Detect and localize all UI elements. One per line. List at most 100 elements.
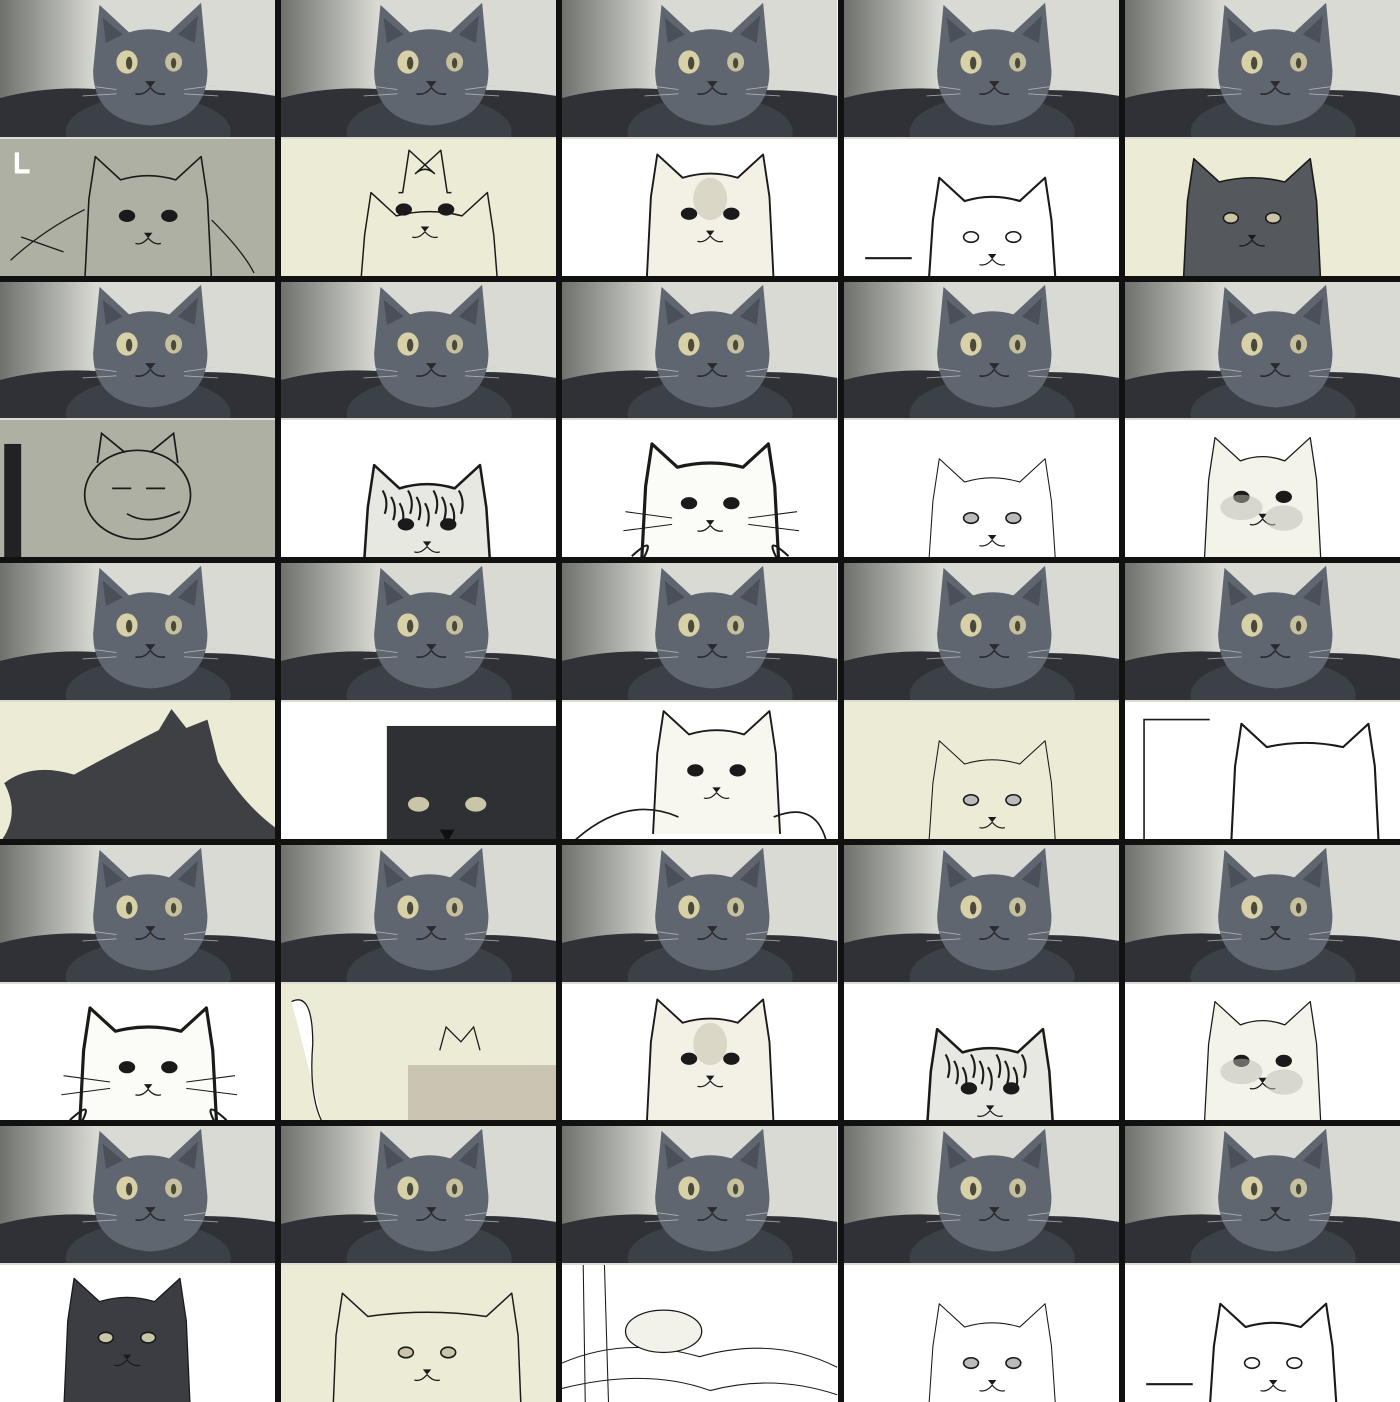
cat-photo: [281, 563, 557, 700]
cat-photo-image: [1124, 0, 1400, 137]
grid-tile: [0, 563, 276, 839]
cat-photo-image: [843, 563, 1119, 700]
cat-photo: [562, 844, 838, 982]
cat-sketch: [1124, 136, 1400, 276]
grid-tile: [0, 281, 276, 558]
cat-sketch-image: [562, 983, 838, 1121]
grid-tile: [843, 0, 1119, 276]
grid-tile: [281, 281, 557, 558]
grid-tile: [281, 1126, 557, 1402]
cat-photo-image: [281, 1126, 557, 1264]
cat-sketch: [1124, 981, 1400, 1121]
cat-sketch-image: [1124, 420, 1400, 558]
cat-sketch-image: [843, 1265, 1119, 1402]
grid-tile: [843, 844, 1119, 1121]
cat-photo-image: [562, 281, 838, 419]
cat-sketch-image: [843, 983, 1119, 1121]
cat-photo: [281, 281, 557, 419]
cat-sketch-image: [562, 420, 838, 558]
cat-sketch: [562, 699, 838, 839]
cat-sketch-image: [281, 420, 557, 558]
cat-sketch-image: [562, 1265, 838, 1402]
cat-photo: [0, 0, 276, 137]
cat-photo-image: [1124, 563, 1400, 700]
grid-tile: [843, 1126, 1119, 1402]
grid-tile: [843, 281, 1119, 558]
cat-photo: [562, 563, 838, 700]
cat-photo-image: [0, 563, 276, 700]
grid-tile: [562, 0, 838, 276]
cat-photo: [1124, 0, 1400, 137]
cat-photo: [0, 1126, 276, 1264]
cat-photo: [281, 1126, 557, 1264]
cat-sketch-image: [1124, 1265, 1400, 1402]
cat-photo-image: [0, 281, 276, 419]
grid-tile: [562, 844, 838, 1121]
cat-photo: [1124, 1126, 1400, 1264]
cat-sketch: [281, 136, 557, 276]
cat-photo-image: [281, 563, 557, 700]
cat-photo: [281, 844, 557, 982]
cat-sketch-image: [0, 138, 276, 276]
grid-tile: [562, 1126, 838, 1402]
cat-sketch-image: [0, 420, 276, 558]
cat-sketch-image: [562, 138, 838, 276]
grid-tile: [0, 1126, 276, 1402]
cat-photo-image: [281, 0, 557, 137]
cat-sketch: [843, 981, 1119, 1121]
cat-photo-image: [0, 844, 276, 982]
cat-photo-image: [562, 1126, 838, 1264]
grid-tile: [1124, 281, 1400, 558]
cat-sketch: [562, 981, 838, 1121]
cat-photo: [843, 0, 1119, 137]
cat-photo: [281, 0, 557, 137]
grid-tile: [281, 844, 557, 1121]
cat-sketch: [0, 981, 276, 1121]
cat-photo-image: [562, 563, 838, 700]
grid-tile: [562, 281, 838, 558]
cat-sketch-image: [0, 701, 276, 839]
cat-sketch: [562, 418, 838, 558]
cat-sketch-image: [281, 1265, 557, 1402]
cat-photo: [843, 1126, 1119, 1264]
cat-sketch: [562, 136, 838, 276]
cat-photo-image: [1124, 281, 1400, 419]
cat-sketch-image: [1124, 701, 1400, 839]
cat-photo: [0, 844, 276, 982]
cat-photo: [562, 281, 838, 419]
grid-tile: [1124, 1126, 1400, 1402]
cat-sketch-image: [843, 701, 1119, 839]
cat-photo: [1124, 844, 1400, 982]
grid-tile: [281, 0, 557, 276]
grid-tile: [281, 563, 557, 839]
cat-photo-image: [843, 281, 1119, 419]
cat-sketch: [843, 418, 1119, 558]
cat-sketch: [843, 136, 1119, 276]
cat-sketch: [0, 136, 276, 276]
cat-photo-image: [1124, 844, 1400, 982]
cat-photo: [0, 563, 276, 700]
cat-sketch: [1124, 699, 1400, 839]
cat-photo-image: [562, 844, 838, 982]
cat-sketch-image: [0, 1265, 276, 1402]
cat-sketch: [1124, 1263, 1400, 1402]
cat-sketch-image: [281, 701, 557, 839]
cat-sketch-image: [281, 138, 557, 276]
grid-tile: [0, 0, 276, 276]
cat-sketch: [281, 699, 557, 839]
cat-photo: [843, 844, 1119, 982]
cat-photo-image: [281, 844, 557, 982]
cat-sketch: [281, 981, 557, 1121]
cat-sketch-image: [1124, 983, 1400, 1121]
cat-sketch: [843, 699, 1119, 839]
grid-tile: [1124, 563, 1400, 839]
cat-photo-image: [1124, 1126, 1400, 1264]
cat-photo-image: [843, 844, 1119, 982]
cat-photo-image: [843, 1126, 1119, 1264]
cat-photo-image: [0, 1126, 276, 1264]
cat-sketch-image: [562, 701, 838, 839]
grid-tile: [1124, 0, 1400, 276]
cat-photo: [562, 1126, 838, 1264]
cat-photo: [843, 281, 1119, 419]
